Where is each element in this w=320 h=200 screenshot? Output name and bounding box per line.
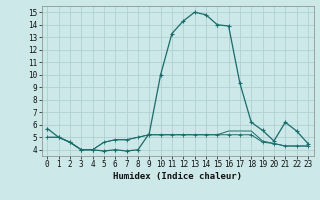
X-axis label: Humidex (Indice chaleur): Humidex (Indice chaleur) (113, 172, 242, 181)
